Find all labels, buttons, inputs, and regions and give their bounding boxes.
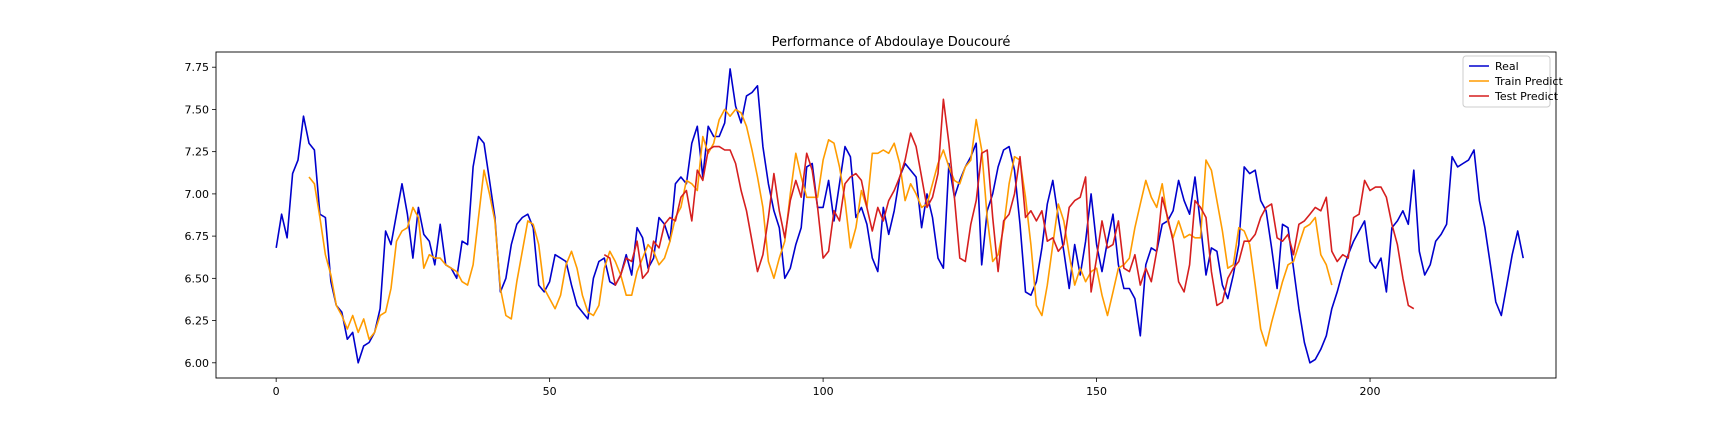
x-tick-label: 50: [543, 385, 557, 398]
y-tick-label: 6.00: [185, 357, 210, 370]
series-line-test-predict: [603, 98, 1415, 310]
axes-background: [216, 52, 1556, 378]
x-tick-label: 100: [813, 385, 834, 398]
series-line-train-predict: [308, 108, 1333, 347]
legend: Real Train Predict Test Predict: [1462, 55, 1563, 108]
axes-frame: [215, 51, 1557, 379]
y-tick-label: 7.75: [185, 61, 210, 74]
plot-area: 0 50 100 150 200 6.00 6.25 6.50 6.75 7.00 7.25 7.5…: [185, 51, 1557, 398]
y-tick-label: 6.75: [185, 230, 210, 243]
chart-title: Performance of Abdoulaye Doucouré: [772, 35, 1011, 50]
y-tick-label: 7.50: [185, 103, 210, 116]
y-tick-label: 6.50: [185, 272, 210, 285]
y-tick-label: 6.25: [185, 315, 210, 328]
legend-box: [1462, 55, 1551, 108]
y-tick-label: 7.00: [185, 188, 210, 201]
x-tick-label: 150: [1086, 385, 1107, 398]
x-axis: 0 50 100 150 200: [273, 378, 1381, 398]
series-lines: [275, 68, 1524, 364]
legend-label-train-predict: Train Predict: [1494, 75, 1563, 88]
legend-label-test-predict: Test Predict: [1494, 90, 1559, 103]
y-tick-label: 7.25: [185, 146, 210, 159]
legend-label-real: Real: [1495, 60, 1519, 73]
x-tick-label: 0: [273, 385, 280, 398]
x-tick-label: 200: [1360, 385, 1381, 398]
y-axis: 6.00 6.25 6.50 6.75 7.00 7.25 7.50 7.75: [185, 61, 216, 370]
